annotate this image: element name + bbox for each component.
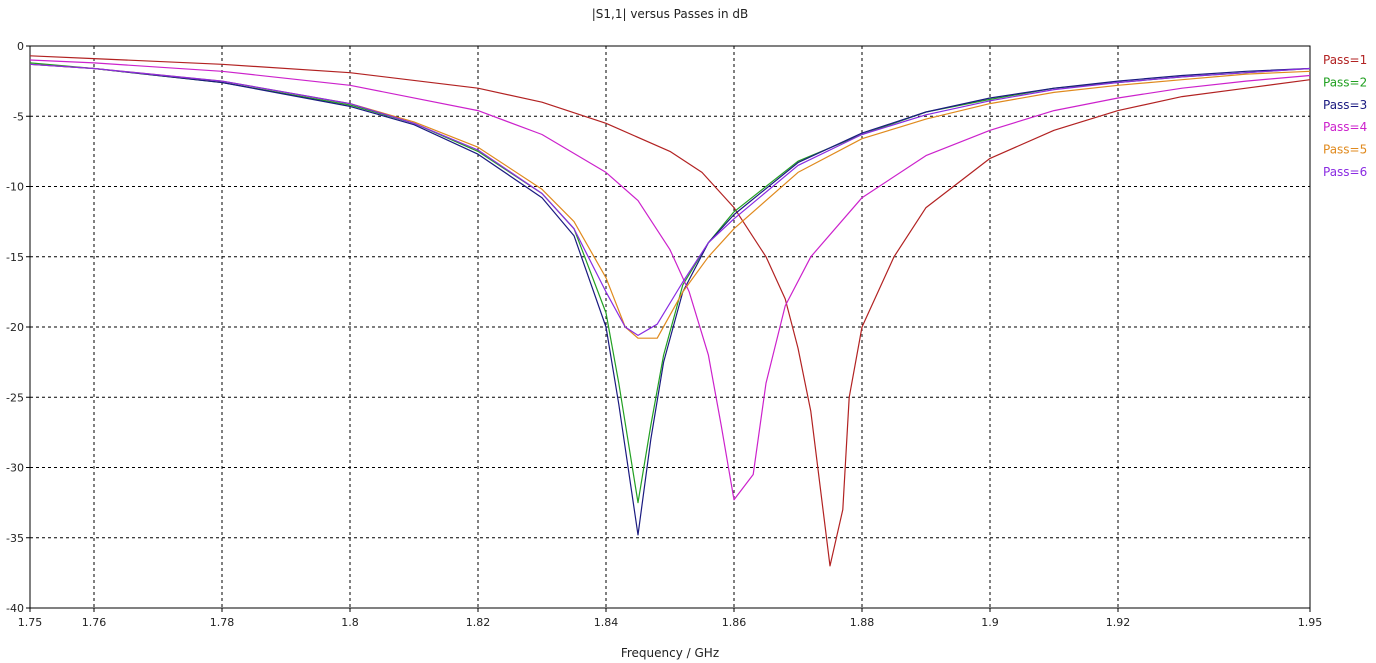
y-tick-label: -5 — [13, 110, 24, 123]
x-tick-label: 1.9 — [981, 616, 999, 629]
x-tick-label: 1.8 — [341, 616, 359, 629]
x-tick-label: 1.76 — [82, 616, 107, 629]
series-group — [29, 55, 1311, 567]
y-tick-label: -20 — [6, 321, 24, 334]
legend-entry-pass-3: Pass=3 — [1323, 98, 1367, 112]
y-tick-label: -40 — [6, 602, 24, 615]
legend-entry-pass-2: Pass=2 — [1323, 75, 1367, 89]
x-tick-label: 1.78 — [210, 616, 235, 629]
x-tick-label: 1.75 — [18, 616, 43, 629]
x-tick-label: 1.92 — [1106, 616, 1131, 629]
x-tick-label: 1.88 — [850, 616, 875, 629]
chart-title: |S1,1| versus Passes in dB — [592, 7, 749, 21]
series-line-pass-6 — [29, 63, 1311, 336]
x-tick-label: 1.95 — [1298, 616, 1323, 629]
y-tick-label: -15 — [6, 251, 24, 264]
series-line-pass-3 — [29, 63, 1311, 536]
series-line-pass-1 — [29, 55, 1311, 567]
legend-entry-pass-4: Pass=4 — [1323, 120, 1367, 134]
y-tick-label: -30 — [6, 462, 24, 475]
legend-entry-pass-1: Pass=1 — [1323, 53, 1367, 67]
y-tick-label: -25 — [6, 391, 24, 404]
legend-entry-pass-5: Pass=5 — [1323, 143, 1367, 157]
y-tick-label: -10 — [6, 181, 24, 194]
legend-entry-pass-6: Pass=6 — [1323, 165, 1367, 179]
legend: Pass=1 Pass=2 Pass=3 Pass=4 Pass=5 Pass=6 — [1323, 53, 1367, 179]
y-tick-label: -35 — [6, 532, 24, 545]
grid — [30, 46, 1310, 608]
x-tick-label: 1.82 — [466, 616, 491, 629]
x-axis-label: Frequency / GHz — [621, 646, 719, 660]
x-tick-label: 1.84 — [594, 616, 619, 629]
series-line-pass-5 — [29, 63, 1311, 339]
x-tick-label: 1.86 — [722, 616, 747, 629]
axis-ticks: 1.75 1.76 1.78 1.8 1.82 1.84 1.86 1.88 1.9 1.92 1.… — [6, 40, 1322, 629]
series-line-pass-4 — [29, 59, 1311, 501]
y-tick-label: 0 — [17, 40, 24, 53]
